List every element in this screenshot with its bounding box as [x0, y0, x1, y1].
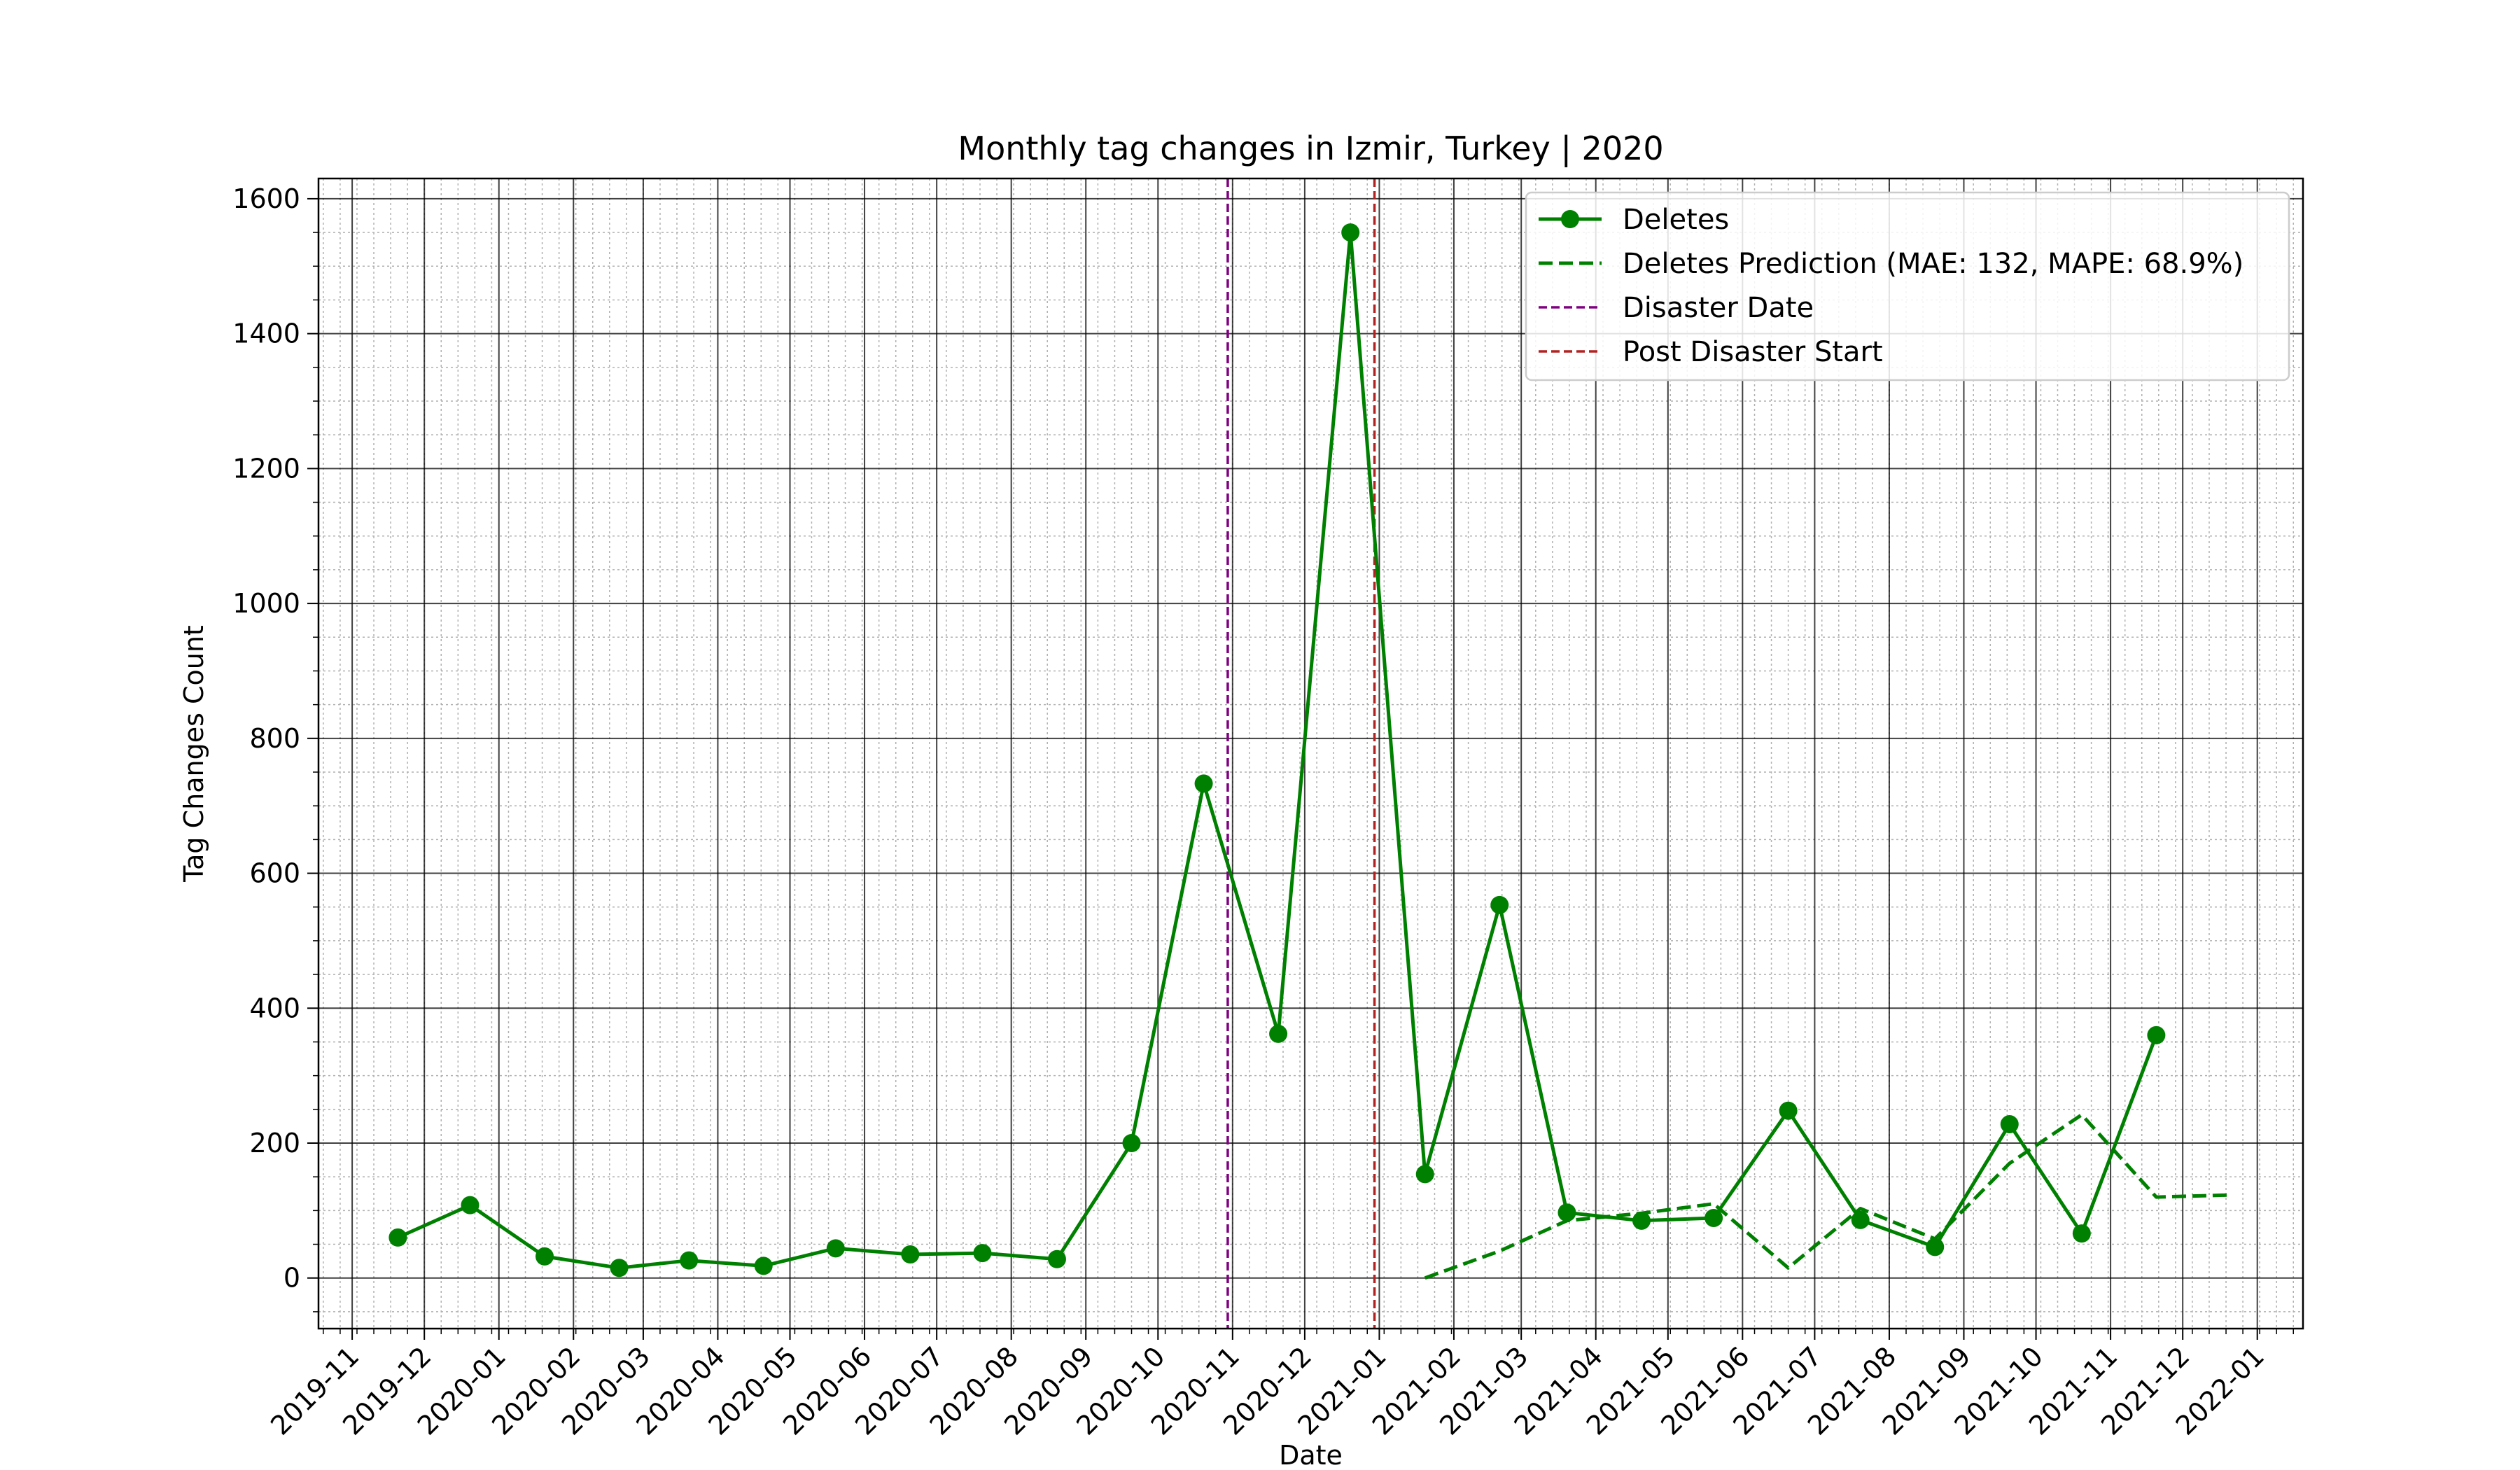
deletes-point	[1269, 1024, 1288, 1043]
deletes-point	[973, 1244, 992, 1263]
y-tick-label: 600	[249, 858, 300, 889]
deletes-point	[461, 1196, 479, 1214]
legend-label: Deletes Prediction (MAE: 132, MAPE: 68.9…	[1623, 248, 2244, 280]
deletes-point	[2072, 1224, 2091, 1243]
deletes-point	[680, 1251, 699, 1270]
deletes-point	[1415, 1165, 1434, 1184]
deletes-point	[1122, 1134, 1141, 1152]
deletes-point	[610, 1259, 629, 1278]
legend-marker	[1561, 210, 1579, 228]
deletes-point	[826, 1239, 845, 1258]
deletes-point	[754, 1256, 773, 1275]
legend-label: Post Disaster Start	[1623, 336, 1883, 368]
deletes-point	[1632, 1211, 1651, 1230]
y-tick-label: 1600	[232, 183, 300, 214]
y-tick-label: 1200	[232, 453, 300, 484]
y-tick-labels: 0 200 400 600 800 1000 1200 1400 1600	[232, 183, 300, 1294]
series-layer	[388, 223, 2229, 1280]
y-tick-label: 400	[249, 993, 300, 1023]
deletes-point	[1704, 1208, 1723, 1227]
event-lines	[1226, 178, 1376, 1329]
deletes-point	[1851, 1210, 1870, 1229]
legend-deletes-prediction: Deletes Prediction (MAE: 132, MAPE: 68.9…	[1539, 248, 2244, 280]
y-tick-label: 1000	[232, 588, 300, 619]
legend-frame	[1525, 191, 2290, 382]
legend-post-disaster-start: Post Disaster Start	[1539, 336, 1883, 368]
deletes-point	[1779, 1101, 1798, 1120]
deletes-point	[1926, 1238, 1945, 1256]
x-axis-label: Date	[1279, 1440, 1343, 1470]
legend-label: Deletes	[1623, 204, 1729, 236]
legend-disaster-date: Disaster Date	[1539, 292, 1814, 324]
deletes-point	[1490, 895, 1509, 914]
deletes-point	[1047, 1250, 1066, 1268]
deletes-point	[901, 1245, 920, 1264]
chart-title: Monthly tag changes in Izmir, Turkey | 2…	[958, 130, 1663, 168]
x-tick-labels: 2019-112019-122020-012020-022020-032020-…	[265, 1340, 2270, 1441]
deletes-point	[2147, 1026, 2166, 1044]
deletes-prediction-line	[1424, 1113, 2229, 1280]
deletes-point	[536, 1247, 554, 1266]
y-tick-label: 200	[249, 1128, 300, 1158]
deletes-point	[1341, 223, 1360, 242]
legend-label: Disaster Date	[1623, 292, 1814, 324]
axis-ticks	[307, 197, 2295, 1340]
deletes-point	[1558, 1203, 1576, 1222]
legend-deletes: Deletes	[1539, 204, 1729, 236]
y-axis-label: Tag Changes Count	[178, 625, 209, 883]
legend: Deletes Deletes Prediction (MAE: 132, MAP…	[1525, 191, 2290, 382]
deletes-line	[397, 230, 2158, 1270]
deletes-point	[2000, 1115, 2019, 1134]
deletes-point	[1194, 774, 1213, 793]
y-tick-label: 0	[284, 1263, 300, 1294]
deletes-point	[388, 1228, 407, 1247]
y-tick-label: 1400	[232, 318, 300, 349]
plot-frame	[317, 177, 2304, 1330]
y-tick-label: 800	[249, 723, 300, 754]
